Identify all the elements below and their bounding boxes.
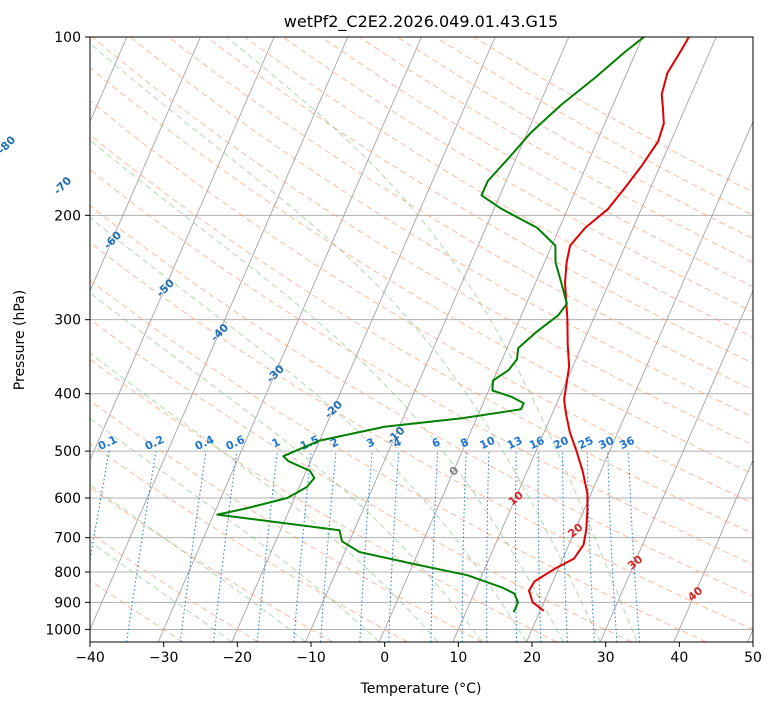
mixing-ratio-label: 6 <box>430 435 443 450</box>
isotherm-label: -80 <box>0 133 19 156</box>
mixing-ratio-label: 3 <box>364 435 376 450</box>
dry-adiabat-label: 10 <box>506 488 526 508</box>
mixing-ratio-line <box>487 451 489 642</box>
dry-adiabat-line <box>92 37 775 642</box>
isotherm-line <box>158 37 421 642</box>
y-tick-label: 100 <box>54 30 81 46</box>
mixing-ratio-line <box>629 451 640 642</box>
dry-adiabat-line <box>169 37 775 642</box>
mixing-ratio-line <box>587 451 594 642</box>
y-axis-label: Pressure (hPa) <box>12 290 28 390</box>
mixing-ratio-label: 0.2 <box>143 433 166 453</box>
dry-adiabat-line <box>16 37 775 642</box>
x-tick-label: 0 <box>380 650 389 666</box>
mixing-ratio-line <box>76 451 109 642</box>
mixing-ratio-line <box>563 451 568 642</box>
dry-adiabat-line <box>0 37 775 642</box>
mixing-ratio-label: 0.4 <box>193 433 216 453</box>
isotherm-line <box>11 37 274 642</box>
moist-adiabat-line <box>0 293 232 642</box>
moist-adiabat-line <box>227 37 637 642</box>
mixing-ratio-line <box>360 451 372 642</box>
y-tick-label: 200 <box>54 208 81 224</box>
mixing-ratio-label: 16 <box>527 434 547 452</box>
dry-adiabat-line <box>0 37 775 642</box>
mixing-ratio-label: 1 <box>270 435 282 450</box>
dry-adiabat-label: 40 <box>685 584 705 604</box>
mixing-ratio-label: 36 <box>617 434 637 452</box>
dry-adiabat-line <box>0 37 333 642</box>
x-tick-label: −20 <box>223 650 253 666</box>
x-tick-label: 50 <box>744 650 762 666</box>
mixing-ratio-label: 20 <box>551 434 571 452</box>
dry-adiabat-line <box>0 37 775 642</box>
dry-adiabat-line <box>245 37 775 642</box>
y-tick-label: 500 <box>54 444 81 460</box>
moist-adiabat-line <box>0 50 527 642</box>
dry-adiabat-label: 0 <box>447 464 461 479</box>
chart-title: wetPf2_C2E2.2026.049.01.43.G15 <box>284 12 558 32</box>
moist-adiabat-line <box>0 37 563 642</box>
x-tick-label: 10 <box>449 650 467 666</box>
background-lines <box>0 37 775 642</box>
y-tick-label: 900 <box>54 595 81 611</box>
dry-adiabat-line <box>0 37 706 642</box>
isotherm-label: -60 <box>101 228 124 251</box>
dry-adiabat-line <box>0 37 407 642</box>
dry-adiabat-line <box>54 37 775 642</box>
line-labels: 0.10.20.40.611.52346810131620253036-100-… <box>0 43 706 604</box>
isotherm-label: -70 <box>51 174 74 197</box>
y-tick-label: 400 <box>54 387 81 403</box>
mixing-ratio-line <box>180 451 206 642</box>
y-tick-label: 800 <box>54 565 81 581</box>
x-tick-label: 40 <box>670 650 688 666</box>
dry-adiabat-label: 30 <box>625 552 645 572</box>
dry-adiabat-line <box>0 37 482 642</box>
x-tick-label: −30 <box>149 650 179 666</box>
mixing-ratio-line <box>431 451 438 642</box>
y-tick-label: 600 <box>54 491 81 507</box>
mixing-ratio-label: 30 <box>597 434 617 452</box>
mixing-ratio-label: 8 <box>458 435 470 450</box>
isotherm-line <box>527 37 775 642</box>
plot-frame <box>90 37 753 642</box>
isotherm-line <box>453 37 716 642</box>
mixing-ratio-line <box>214 451 237 642</box>
dry-adiabat-line <box>398 37 775 642</box>
dry-adiabat-line <box>0 37 557 642</box>
x-tick-label: −40 <box>75 650 105 666</box>
x-tick-label: 30 <box>597 650 615 666</box>
y-tick-label: 1000 <box>45 622 81 638</box>
x-tick-label: −10 <box>296 650 326 666</box>
isotherm-label: -20 <box>322 398 345 421</box>
isotherm-line <box>600 37 775 642</box>
isotherm-line <box>0 37 201 642</box>
dry-adiabat-line <box>321 37 775 642</box>
dry-adiabat-line <box>474 37 775 642</box>
mixing-ratio-label: 0.6 <box>224 433 247 453</box>
dry-adiabat-line <box>0 37 775 642</box>
mixing-ratio-label: 25 <box>576 434 595 452</box>
isotherm-label: -30 <box>264 362 287 385</box>
mixing-ratio-line <box>516 451 517 642</box>
x-tick-label: 20 <box>523 650 541 666</box>
isotherm-line <box>748 37 775 642</box>
dry-adiabat-line <box>130 37 775 642</box>
moist-adiabat-line <box>83 37 600 642</box>
isotherm-label: -50 <box>154 276 177 299</box>
x-axis-label: Temperature (°C) <box>360 681 482 697</box>
y-tick-label: 700 <box>54 531 81 547</box>
mixing-ratio-label: 0.1 <box>96 433 119 453</box>
y-tick-label: 300 <box>54 313 81 329</box>
isotherm-label: -40 <box>208 321 231 344</box>
